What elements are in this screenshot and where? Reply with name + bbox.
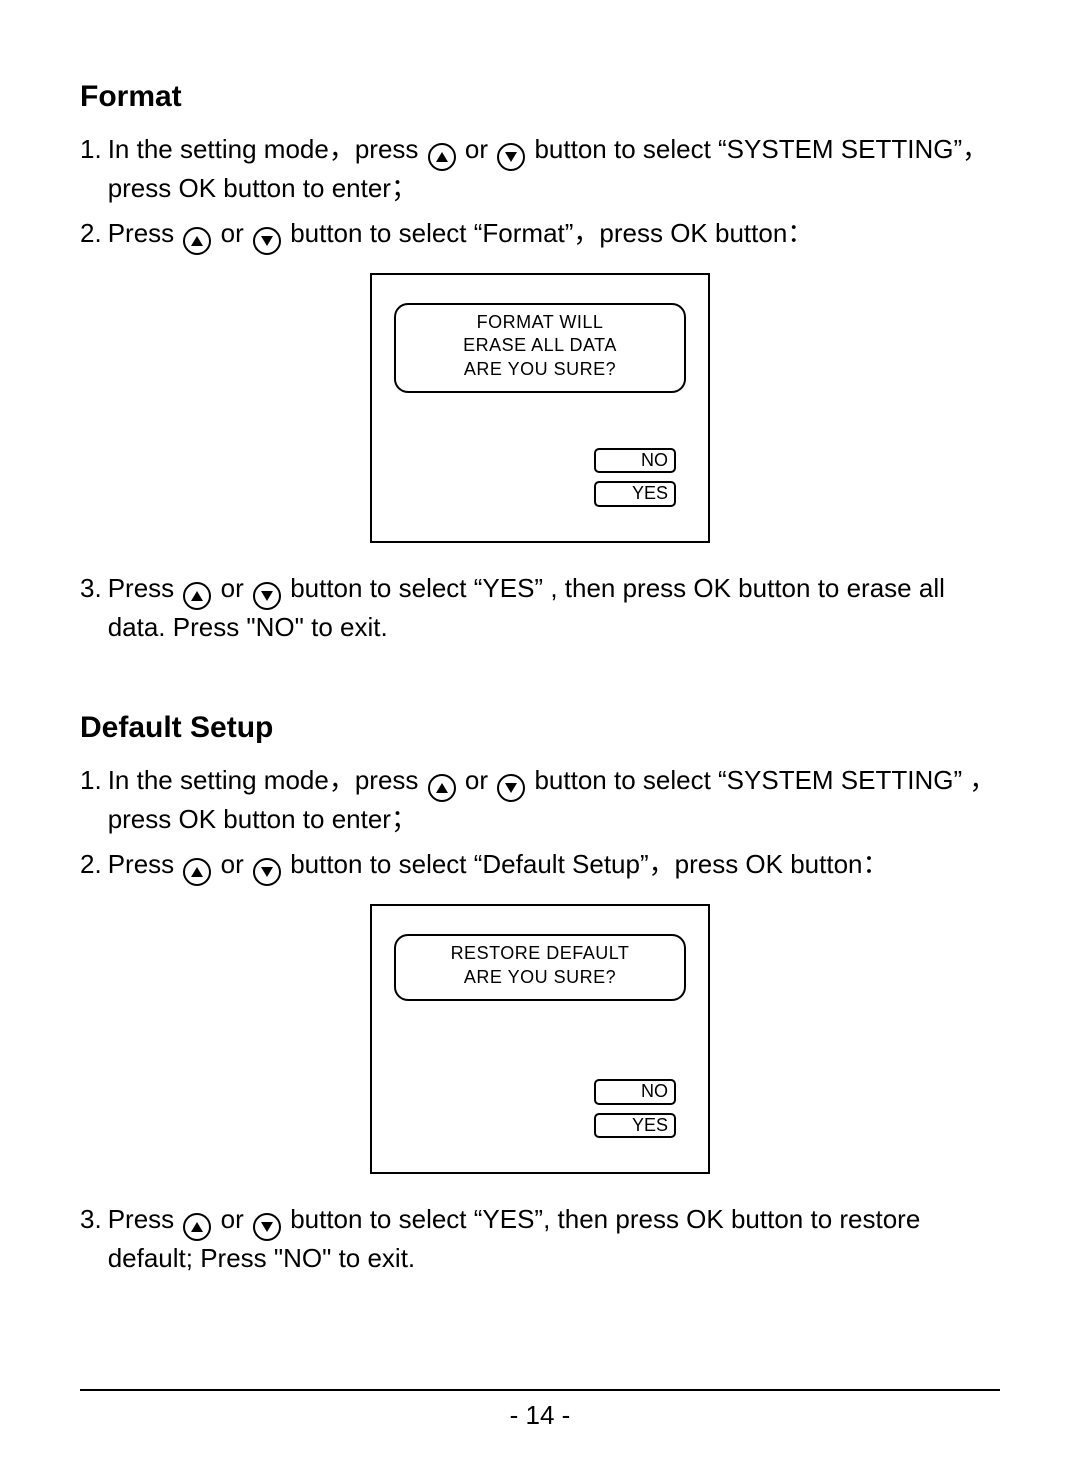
text-fragment: Press: [108, 218, 182, 248]
dialog-line: FORMAT WILL: [406, 311, 674, 334]
text-fragment: or: [221, 573, 251, 603]
down-arrow-icon: [253, 227, 281, 255]
format-step-2: 2. Press or button to select “Format”，pr…: [80, 216, 1000, 255]
format-heading: Format: [80, 80, 1000, 114]
text-fragment: Press: [108, 849, 182, 879]
default-dialog-message: RESTORE DEFAULT ARE YOU SURE?: [394, 934, 686, 1001]
up-arrow-icon: [183, 582, 211, 610]
text-fragment: In the setting mode，press: [108, 765, 426, 795]
down-arrow-icon: [253, 582, 281, 610]
step-text: Press or button to select “Format”，press…: [108, 216, 1000, 255]
text-fragment: or: [221, 849, 251, 879]
footer-rule: [80, 1389, 1000, 1391]
dialog-line: ARE YOU SURE?: [406, 966, 674, 989]
default-step-3: 3. Press or button to select “YES”, then…: [80, 1202, 1000, 1276]
default-dialog: RESTORE DEFAULT ARE YOU SURE? NO YES: [370, 904, 710, 1174]
text-fragment: or: [465, 134, 495, 164]
format-step-1: 1. In the setting mode，press or button t…: [80, 132, 1000, 206]
step-text: Press or button to select “YES”, then pr…: [108, 1202, 1000, 1276]
default-heading: Default Setup: [80, 711, 1000, 745]
down-arrow-icon: [497, 774, 525, 802]
default-steps: 1. In the setting mode，press or button t…: [80, 763, 1000, 886]
up-arrow-icon: [183, 227, 211, 255]
no-button[interactable]: NO: [594, 448, 676, 474]
page-number: - 14 -: [0, 1400, 1080, 1431]
up-arrow-icon: [428, 774, 456, 802]
format-step-3: 3. Press or button to select “YES” , the…: [80, 571, 1000, 645]
format-dialog-wrap: FORMAT WILL ERASE ALL DATA ARE YOU SURE?…: [80, 273, 1000, 543]
text-fragment: button to select “Format”，press OK butto…: [290, 218, 813, 248]
step-number: 1.: [80, 132, 102, 206]
default-dialog-buttons: NO YES: [594, 1079, 676, 1138]
dialog-line: ARE YOU SURE?: [406, 358, 674, 381]
format-dialog-message: FORMAT WILL ERASE ALL DATA ARE YOU SURE?: [394, 303, 686, 393]
text-fragment: Press: [108, 573, 182, 603]
text-fragment: button to select “Default Setup”，press O…: [290, 849, 888, 879]
default-steps-after: 3. Press or button to select “YES”, then…: [80, 1202, 1000, 1276]
default-step-2: 2. Press or button to select “Default Se…: [80, 847, 1000, 886]
step-number: 2.: [80, 847, 102, 886]
text-fragment: Press: [108, 1204, 182, 1234]
dialog-line: ERASE ALL DATA: [406, 334, 674, 357]
up-arrow-icon: [428, 143, 456, 171]
format-dialog: FORMAT WILL ERASE ALL DATA ARE YOU SURE?…: [370, 273, 710, 543]
down-arrow-icon: [253, 1213, 281, 1241]
text-fragment: or: [221, 1204, 251, 1234]
step-text: In the setting mode，press or button to s…: [108, 132, 1000, 206]
up-arrow-icon: [183, 1213, 211, 1241]
format-dialog-buttons: NO YES: [594, 448, 676, 507]
down-arrow-icon: [253, 858, 281, 886]
format-steps: 1. In the setting mode，press or button t…: [80, 132, 1000, 255]
default-step-1: 1. In the setting mode，press or button t…: [80, 763, 1000, 837]
text-fragment: In the setting mode，press: [108, 134, 426, 164]
step-text: Press or button to select “Default Setup…: [108, 847, 1000, 886]
text-fragment: or: [221, 218, 251, 248]
step-text: In the setting mode，press or button to s…: [108, 763, 1000, 837]
yes-button[interactable]: YES: [594, 481, 676, 507]
manual-page: Format 1. In the setting mode，press or b…: [0, 0, 1080, 1471]
default-dialog-wrap: RESTORE DEFAULT ARE YOU SURE? NO YES: [80, 904, 1000, 1174]
text-fragment: or: [465, 765, 495, 795]
no-button[interactable]: NO: [594, 1079, 676, 1105]
format-steps-after: 3. Press or button to select “YES” , the…: [80, 571, 1000, 645]
step-number: 3.: [80, 1202, 102, 1276]
step-number: 2.: [80, 216, 102, 255]
step-number: 3.: [80, 571, 102, 645]
dialog-line: RESTORE DEFAULT: [406, 942, 674, 965]
yes-button[interactable]: YES: [594, 1113, 676, 1139]
step-text: Press or button to select “YES” , then p…: [108, 571, 1000, 645]
down-arrow-icon: [497, 143, 525, 171]
up-arrow-icon: [183, 858, 211, 886]
step-number: 1.: [80, 763, 102, 837]
